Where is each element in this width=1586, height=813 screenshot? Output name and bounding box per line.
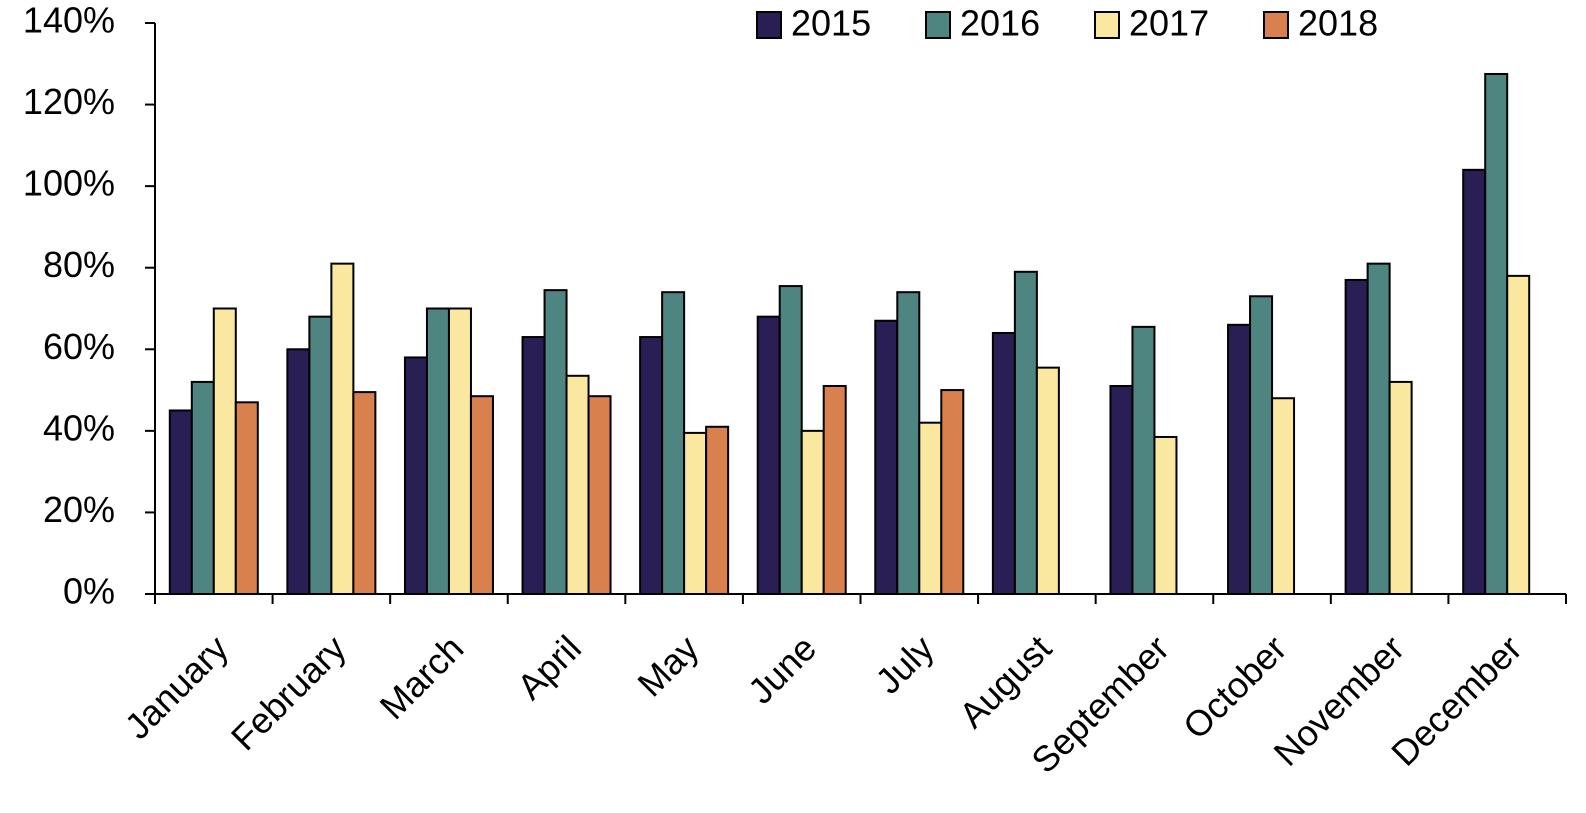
bar — [800, 429, 825, 595]
bar — [661, 291, 686, 595]
bar — [683, 431, 708, 595]
bar — [286, 348, 311, 595]
bar — [1153, 435, 1178, 595]
x-tick-label: August — [951, 627, 1059, 735]
y-tick-label: 40% — [43, 407, 115, 448]
bar — [447, 307, 472, 595]
x-tick-label: May — [629, 627, 706, 704]
bar — [918, 421, 943, 596]
bar — [403, 356, 428, 596]
bar — [1344, 278, 1369, 595]
x-tick-label: October — [1175, 627, 1295, 747]
bar — [1131, 325, 1156, 595]
bar — [190, 380, 215, 595]
y-tick-label: 100% — [23, 163, 115, 204]
bar — [896, 291, 921, 595]
legend-label: 2015 — [791, 3, 871, 44]
y-tick-label: 20% — [43, 489, 115, 530]
legend-label: 2016 — [960, 3, 1040, 44]
bar — [469, 395, 494, 596]
x-tick-label: March — [372, 627, 472, 727]
legend-label: 2018 — [1298, 3, 1378, 44]
bar — [940, 389, 965, 596]
bar — [308, 315, 333, 595]
y-tick-label: 60% — [43, 326, 115, 367]
bar — [1388, 380, 1413, 595]
bar — [565, 374, 590, 595]
bar — [1271, 397, 1296, 595]
bar — [778, 285, 803, 595]
y-tick-label: 120% — [23, 81, 115, 122]
bar — [1227, 323, 1252, 595]
legend-swatch — [1263, 11, 1289, 39]
x-tick-label: June — [740, 627, 824, 711]
y-tick-label: 0% — [63, 571, 115, 612]
legend-swatch — [925, 11, 951, 39]
x-tick-label: December — [1383, 627, 1529, 773]
x-tick-label: April — [509, 627, 589, 707]
bar — [212, 307, 237, 595]
legend-label: 2017 — [1129, 3, 1209, 44]
bar — [330, 262, 355, 595]
x-tick-label: February — [223, 627, 354, 758]
bar — [1506, 274, 1531, 595]
bar — [639, 336, 664, 595]
legend-swatch — [1094, 11, 1120, 39]
legend-swatch — [756, 11, 782, 39]
bar — [425, 307, 450, 595]
bar — [1013, 270, 1038, 595]
bar — [1109, 384, 1134, 595]
bar — [756, 315, 781, 595]
bar — [1035, 366, 1060, 595]
y-tick-label: 140% — [23, 0, 115, 41]
bar — [521, 336, 546, 595]
bar — [352, 391, 377, 595]
bar — [705, 425, 730, 595]
bar — [234, 401, 259, 595]
bar — [874, 319, 899, 595]
bar — [587, 395, 612, 596]
bar — [1484, 72, 1509, 596]
bar — [991, 331, 1016, 595]
bar — [822, 384, 847, 595]
y-tick-label: 80% — [43, 244, 115, 285]
bar — [543, 289, 568, 595]
bar — [1249, 295, 1274, 595]
bar — [1462, 168, 1487, 595]
bar — [1366, 262, 1391, 595]
bar — [168, 409, 193, 596]
x-tick-label: July — [867, 627, 941, 701]
x-tick-label: January — [117, 627, 237, 747]
